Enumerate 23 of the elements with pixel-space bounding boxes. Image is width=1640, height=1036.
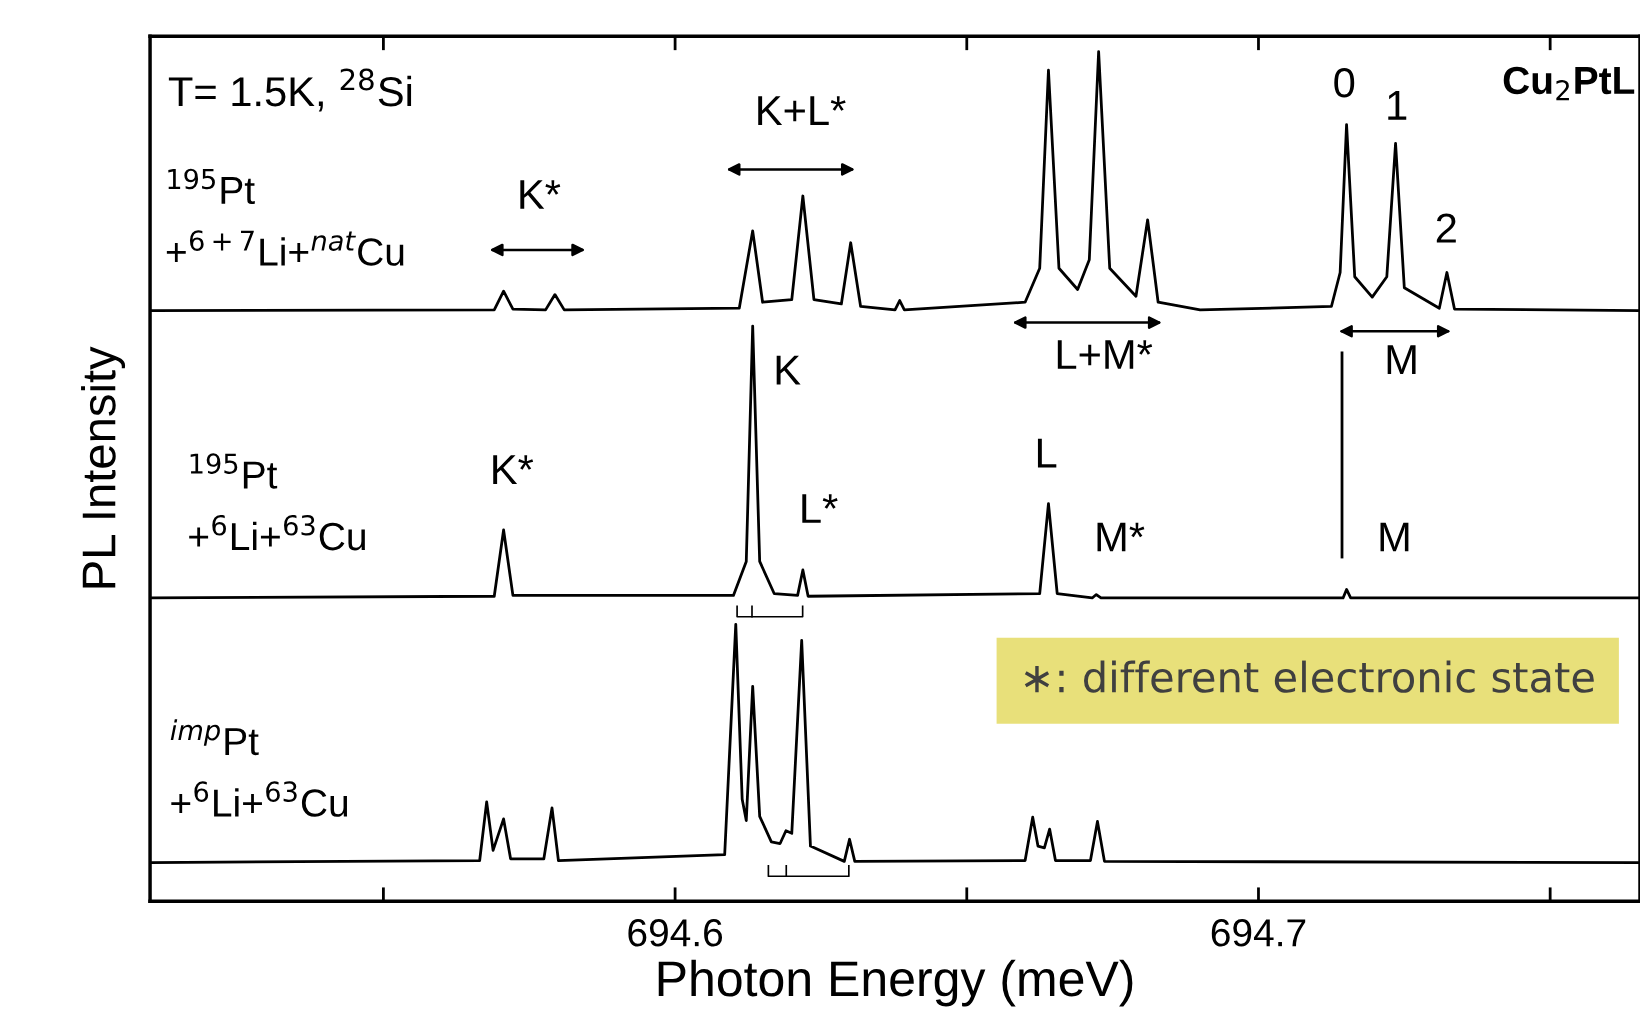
text: $^{195}$Pt +$^{6}$Li+$^{63}$Cu (189, 453, 365, 551)
annotation: K (776, 355, 801, 385)
annotation: 2 (1436, 213, 1456, 243)
x-tick-label: 694.7 (1211, 919, 1306, 947)
text: $^{imp}$Pt +$^{6}$Li+$^{63}$Cu (170, 719, 348, 817)
annotation: M (1387, 345, 1416, 375)
annotation: 1 (1388, 91, 1407, 120)
annotation: ∗: different electronic state (1024, 660, 1594, 693)
annotation: T= 1.5K, $^{28}$Si (168, 68, 412, 112)
y-axis-title: PL Intensity (81, 346, 126, 588)
annotation: K* (520, 180, 561, 209)
annotation: Cu$_{2}$PtL (1503, 66, 1635, 101)
annotation: K* (493, 455, 534, 484)
annotation: L* (802, 494, 838, 523)
annotation: L (1037, 438, 1057, 468)
annotation: 0 (1334, 68, 1355, 98)
annotation: M (1380, 522, 1409, 552)
x-axis-title: Photon Energy (meV) (658, 959, 1133, 1007)
annotation: K+L* (758, 96, 846, 125)
x-tick-label: 694.6 (628, 919, 723, 947)
annotation: L+M* (1057, 340, 1153, 369)
annotation: M* (1097, 522, 1145, 552)
text: $^{195}$Pt +$^{6+7}$Li+$^{nat}$Cu (166, 168, 404, 266)
